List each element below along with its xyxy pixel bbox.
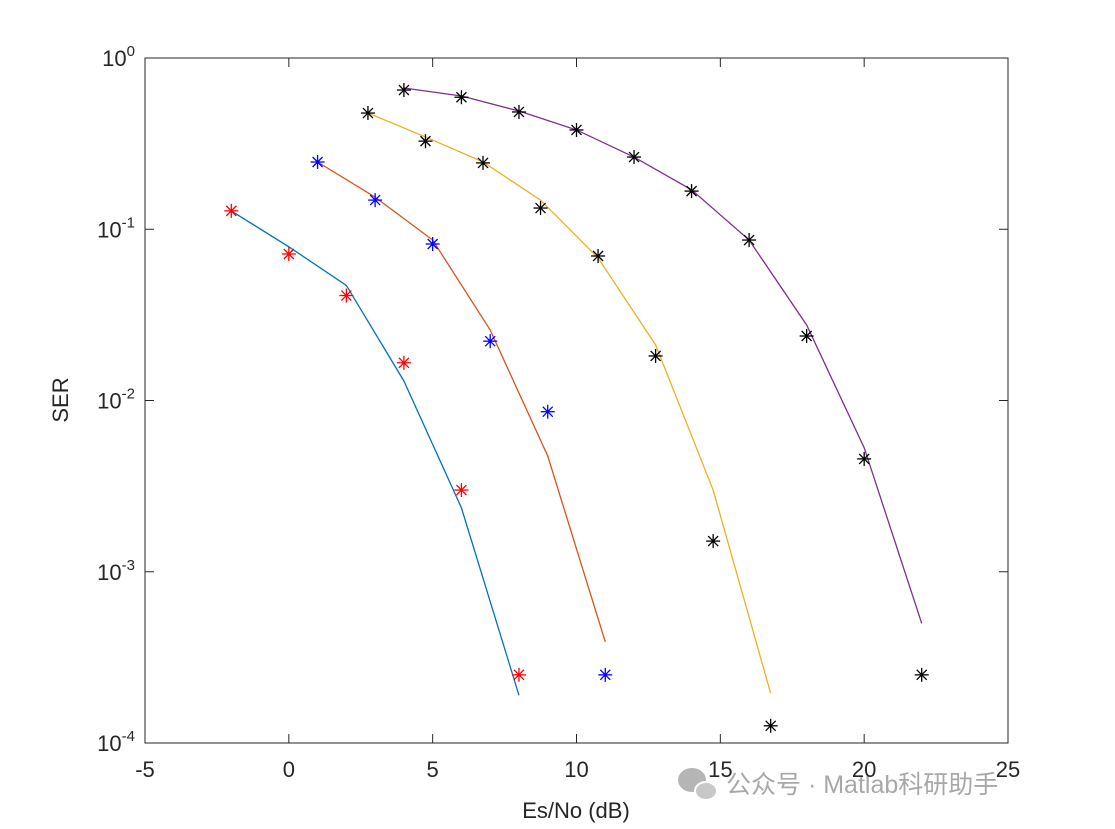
marker-stroke	[650, 350, 662, 362]
star-marker	[360, 106, 375, 121]
marker-stroke	[599, 669, 611, 681]
watermark: 公众号 · Matlab科研助手	[678, 768, 998, 801]
x-tick-label: 20	[852, 757, 876, 782]
marker-stroke	[628, 151, 640, 163]
star-marker	[511, 104, 526, 119]
marker-stroke	[765, 720, 777, 732]
star-marker	[511, 667, 526, 682]
watermark-text: 公众号 · Matlab科研助手	[726, 771, 998, 799]
marker-stroke	[916, 669, 928, 681]
star-marker	[763, 718, 778, 733]
y-axis-label: SER	[48, 377, 73, 422]
star-marker	[799, 329, 814, 344]
series-line	[317, 161, 606, 642]
marker-stroke	[312, 156, 324, 168]
marker-stroke	[542, 406, 554, 418]
marker-stroke	[801, 330, 813, 342]
marker-stroke	[477, 157, 489, 169]
star-marker	[742, 233, 757, 248]
plot-box	[144, 57, 1009, 744]
marker-stroke	[535, 202, 547, 214]
x-tick-label: 5	[427, 757, 439, 782]
star-marker	[418, 134, 433, 149]
marker-stroke	[225, 205, 237, 217]
marker-stroke	[707, 535, 719, 547]
star-marker	[598, 667, 613, 682]
x-tick-label: -5	[135, 757, 155, 782]
star-marker	[224, 203, 239, 218]
y-tick-label: 10-2	[97, 386, 135, 414]
marker-stroke	[686, 185, 698, 197]
star-marker	[857, 451, 872, 466]
star-marker	[914, 667, 929, 682]
star-marker	[310, 155, 325, 170]
star-marker	[339, 288, 354, 303]
marker-stroke	[484, 335, 496, 347]
marker-stroke	[362, 107, 374, 119]
star-marker	[396, 355, 411, 370]
star-marker	[454, 90, 469, 105]
series-line	[403, 87, 923, 624]
marker-stroke	[858, 453, 870, 465]
star-marker	[425, 237, 440, 252]
x-tick-label: 10	[564, 757, 588, 782]
marker-stroke	[398, 84, 410, 96]
star-marker	[368, 193, 383, 208]
marker-stroke	[592, 250, 604, 262]
y-tick-label: 100	[102, 43, 135, 71]
series-line	[230, 210, 520, 696]
marker-stroke	[340, 290, 352, 302]
star-marker	[684, 184, 699, 199]
star-marker	[483, 334, 498, 349]
series-line	[367, 112, 772, 694]
y-tick-label: 10-3	[97, 557, 135, 585]
x-tick-label: 15	[708, 757, 732, 782]
marker-stroke	[420, 135, 431, 147]
marker-stroke	[513, 106, 525, 118]
star-marker	[281, 246, 296, 261]
y-tick-label: 10-1	[97, 214, 135, 242]
star-marker	[476, 155, 491, 170]
x-axis-label: Es/No (dB)	[522, 798, 630, 823]
star-marker	[569, 122, 584, 137]
marker-stroke	[455, 91, 467, 103]
marker-stroke	[427, 238, 439, 250]
star-marker	[540, 404, 555, 419]
x-tick-label: 25	[996, 757, 1020, 782]
marker-stroke	[513, 669, 525, 681]
marker-stroke	[743, 234, 755, 246]
star-marker	[648, 348, 663, 363]
x-tick-label: 0	[283, 757, 295, 782]
star-marker	[396, 83, 411, 98]
star-marker	[591, 248, 606, 263]
marker-stroke	[369, 194, 381, 206]
y-tick-label: 10-4	[97, 728, 135, 756]
star-marker	[627, 150, 642, 165]
marker-stroke	[283, 248, 295, 260]
star-marker	[454, 483, 469, 498]
star-marker	[533, 201, 548, 216]
marker-stroke	[571, 124, 582, 136]
star-marker	[706, 534, 721, 549]
marker-stroke	[455, 484, 467, 496]
marker-stroke	[398, 357, 410, 369]
watermark-icon	[694, 781, 718, 801]
